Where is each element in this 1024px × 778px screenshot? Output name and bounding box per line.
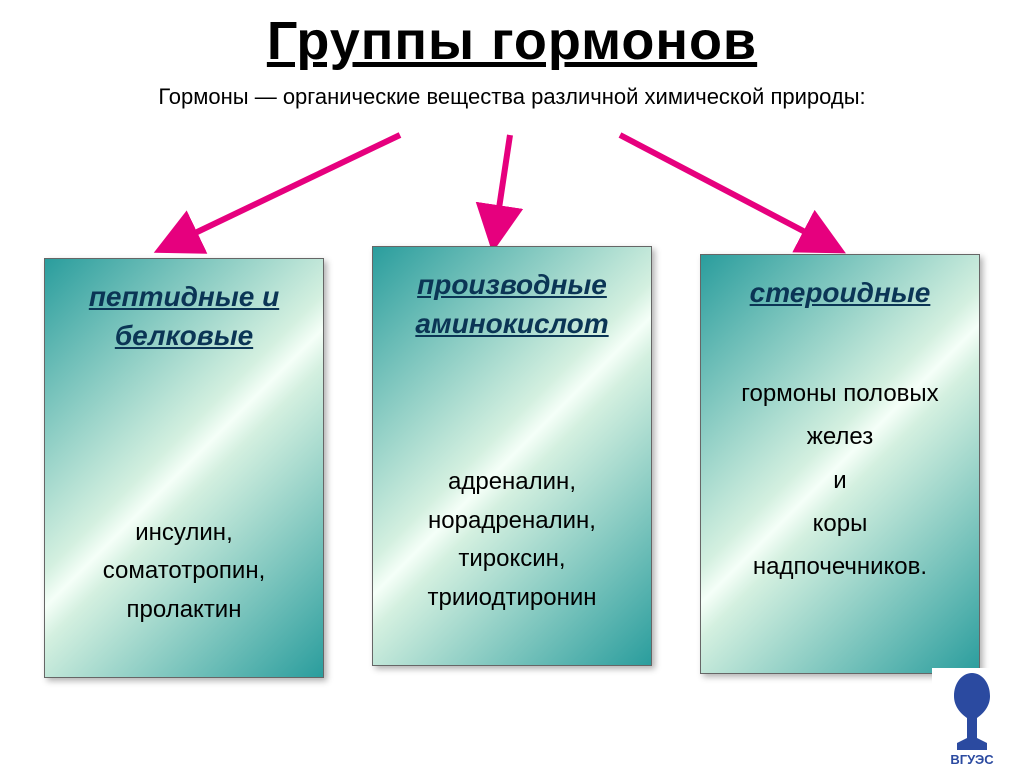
box-peptide-title: пептидные и белковые [57, 277, 311, 355]
page-title: Группы гормонов [0, 10, 1024, 72]
arrow-middle [495, 135, 510, 235]
box-steroid-title: стероидные [750, 273, 931, 312]
logo-text: ВГУЭС [950, 752, 994, 767]
box-amino: производные аминокислот адреналин, норад… [372, 246, 652, 666]
box-amino-body: адреналин, норадреналин, тироксин, триио… [428, 463, 597, 617]
vgues-logo: ВГУЭС [932, 668, 1012, 768]
box-peptide: пептидные и белковые инсулин, соматотроп… [44, 258, 324, 678]
arrow-left [170, 135, 400, 245]
box-steroid: стероидные гормоны половых желез и коры … [700, 254, 980, 674]
box-peptide-body: инсулин, соматотропин, пролактин [103, 514, 266, 629]
subtitle: Гормоны — органические вещества различно… [0, 84, 1024, 110]
box-amino-title: производные аминокислот [385, 265, 639, 343]
box-steroid-body: гормоны половых желез и коры надпочечник… [741, 352, 938, 588]
arrow-right [620, 135, 830, 245]
boxes-row: пептидные и белковые инсулин, соматотроп… [0, 258, 1024, 678]
logo-svg: ВГУЭС [932, 668, 1012, 768]
